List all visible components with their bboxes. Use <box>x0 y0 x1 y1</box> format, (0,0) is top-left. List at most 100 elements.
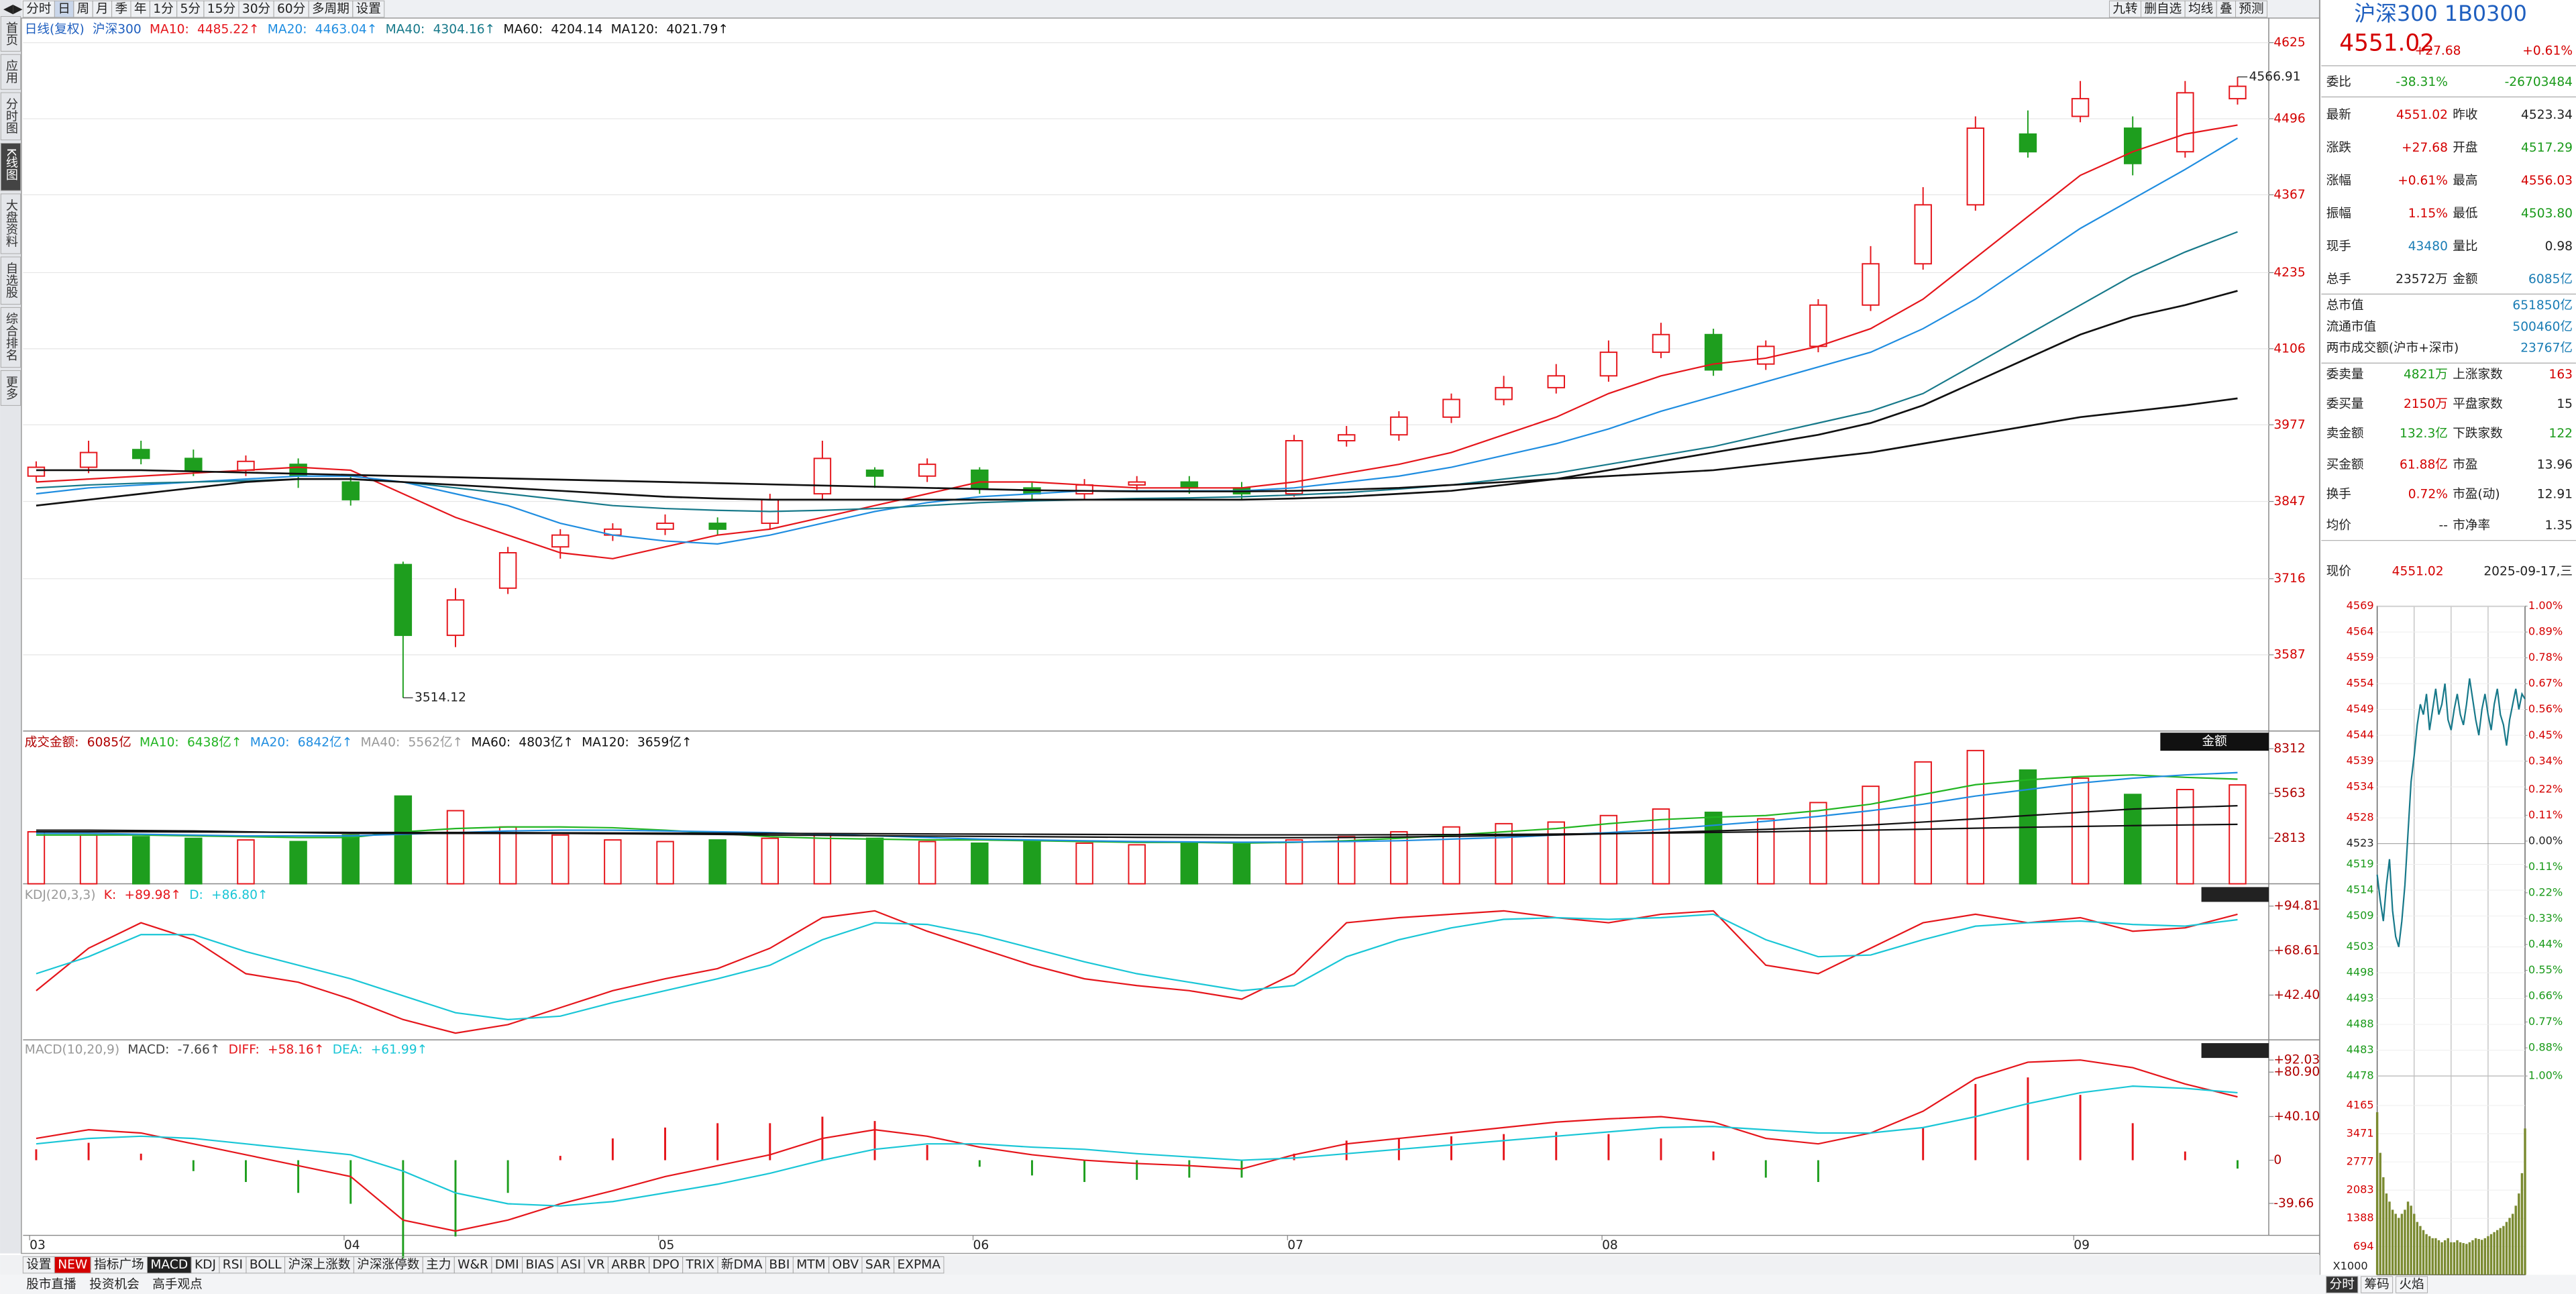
toolbar-button[interactable]: 删自选 <box>2144 2 2182 16</box>
volume-bar <box>1128 844 1146 885</box>
sidebar-tab[interactable]: 大盘资料 <box>4 199 18 248</box>
intraday-volume-bar <box>2375 1112 2379 1275</box>
sidebar-tab[interactable]: 自选股 <box>4 262 18 298</box>
indicator-tab[interactable]: OBV <box>832 1258 859 1272</box>
indicator-tab[interactable]: SAR <box>865 1258 891 1272</box>
bottom-link[interactable]: 投资机会 <box>89 1278 139 1292</box>
panel-tab[interactable]: 筹码 <box>2365 1278 2390 1292</box>
sidebar-tab[interactable]: 首页 <box>4 21 18 46</box>
legend-entry: MA120: <box>611 23 659 37</box>
toolbar-button[interactable]: 季 <box>115 2 127 16</box>
toolbar-button[interactable]: 月 <box>96 2 109 16</box>
toolbar-button[interactable]: 九转 <box>2112 2 2137 16</box>
bottom-link[interactable]: 高手观点 <box>152 1278 202 1292</box>
intraday-volume-bar <box>2404 1209 2406 1275</box>
candle-body <box>341 481 360 500</box>
volume-tick-label: 694 <box>2353 1240 2374 1252</box>
toolbar-button[interactable]: 60分 <box>277 2 305 16</box>
nav-arrows: ◀▶ <box>3 2 23 16</box>
indicator-tab[interactable]: 新DMA <box>721 1258 763 1272</box>
candle-body <box>2229 85 2247 100</box>
indicator-tab[interactable]: EXPMA <box>897 1258 941 1272</box>
legend-entry: 6085亿 <box>87 735 131 749</box>
indicator-tab[interactable]: NEW <box>58 1258 87 1272</box>
series-line <box>36 771 2238 843</box>
indicator-tab[interactable]: DMI <box>495 1258 519 1272</box>
toolbar-button[interactable]: 15分 <box>207 2 235 16</box>
indicator-button[interactable] <box>2201 1043 2269 1059</box>
sidebar-tab[interactable]: 分时图 <box>4 97 18 133</box>
indicator-tab[interactable]: 设置 <box>26 1258 51 1272</box>
indicator-tab[interactable]: 沪深涨停数 <box>357 1258 419 1272</box>
volume-bar <box>1599 814 1618 885</box>
legend-entry: MACD(10,20,9) <box>25 1042 119 1057</box>
indicator-tab-frame <box>54 1256 91 1274</box>
intraday-volume-bar <box>2499 1228 2502 1275</box>
indicator-tab[interactable]: ARBR <box>611 1258 645 1272</box>
indicator-tab[interactable]: 指标广场 <box>94 1258 144 1272</box>
indicator-tab[interactable]: BIAS <box>525 1258 554 1272</box>
indicator-tab[interactable]: BBI <box>769 1258 790 1272</box>
indicator-tab[interactable]: 主力 <box>426 1258 451 1272</box>
toolbar-button[interactable]: 年 <box>134 2 147 16</box>
candle-body <box>656 523 674 530</box>
y-tick-label: 4483 <box>2347 1043 2374 1056</box>
y-tick-label: +42.40 <box>2273 988 2320 1002</box>
indicator-tab-frame <box>146 1256 192 1274</box>
indicator-tab[interactable]: KDJ <box>195 1258 216 1272</box>
sidebar-tab[interactable]: 综合排名 <box>4 313 18 362</box>
quote-value: 4556.03 <box>2521 174 2573 188</box>
indicator-tab[interactable]: VR <box>588 1258 605 1272</box>
toolbar-button[interactable]: 日 <box>58 2 70 16</box>
quote-value: 6085亿 <box>2528 272 2573 286</box>
toolbar-button[interactable]: 1分 <box>153 2 173 16</box>
panel-tab-frame <box>2326 1276 2359 1293</box>
quote-value: 122 <box>2549 427 2573 441</box>
toolbar-button[interactable]: 多周期 <box>312 2 350 16</box>
sidebar-tab-frame <box>0 15 21 52</box>
indicator-tab[interactable]: TRIX <box>686 1258 715 1272</box>
toolbar-button[interactable]: 预测 <box>2239 2 2263 16</box>
indicator-button[interactable] <box>2201 887 2269 902</box>
indicator-tab[interactable]: MACD <box>150 1258 188 1272</box>
indicator-tab[interactable]: ASI <box>561 1258 581 1272</box>
legend-entry: D: <box>189 888 203 902</box>
candle-body <box>918 464 936 477</box>
toolbar-button[interactable]: 均线 <box>2188 2 2213 16</box>
toolbar-button[interactable]: 周 <box>77 2 90 16</box>
volume-tick-label: 4165 <box>2347 1098 2374 1111</box>
y-tick-label: 4488 <box>2347 1018 2374 1030</box>
volume-bar <box>1390 831 1408 885</box>
panel-tab[interactable]: 分时 <box>2330 1278 2355 1292</box>
high-annotation: 4566.91 <box>2249 70 2301 84</box>
candle-body <box>1914 204 1932 265</box>
candle-body <box>1390 416 1408 436</box>
indicator-tab[interactable]: 沪深上涨数 <box>288 1258 350 1272</box>
panel-tab[interactable]: 火焰 <box>2399 1278 2424 1292</box>
toolbar-button[interactable]: 设置 <box>356 2 381 16</box>
y-tick-label: 4625 <box>2273 36 2305 50</box>
quote-change-pct: +0.61% <box>2522 44 2573 58</box>
toolbar-button[interactable]: 5分 <box>180 2 201 16</box>
sidebar-tab[interactable]: 应用 <box>4 60 18 84</box>
quote-label: 委卖量 <box>2326 368 2364 382</box>
indicator-tab[interactable]: MTM <box>796 1258 825 1272</box>
quote-value: -- <box>2438 519 2447 533</box>
volume-box[interactable] <box>2160 733 2269 751</box>
sidebar-tab[interactable]: 更多 <box>4 376 18 400</box>
bottom-link[interactable]: 股市直播 <box>26 1278 76 1292</box>
indicator-tab[interactable]: DPO <box>653 1258 680 1272</box>
toolbar-button[interactable]: 分时 <box>26 2 51 16</box>
sidebar-tab[interactable]: K线图 <box>4 148 18 180</box>
toolbar-button[interactable]: 30分 <box>242 2 270 16</box>
indicator-tab[interactable]: W&R <box>458 1258 488 1272</box>
quote-label: 金额 <box>2453 272 2478 286</box>
legend-entry: 6438亿↑ <box>187 735 242 749</box>
indicator-tab[interactable]: RSI <box>223 1258 243 1272</box>
legend-entry: 4304.16↑ <box>433 23 496 37</box>
candle-body <box>813 457 832 495</box>
indicator-tab[interactable]: BOLL <box>250 1258 282 1272</box>
volume-bar <box>131 836 150 885</box>
candle-body <box>2176 92 2194 153</box>
toolbar-button[interactable]: 叠 <box>2220 2 2233 16</box>
